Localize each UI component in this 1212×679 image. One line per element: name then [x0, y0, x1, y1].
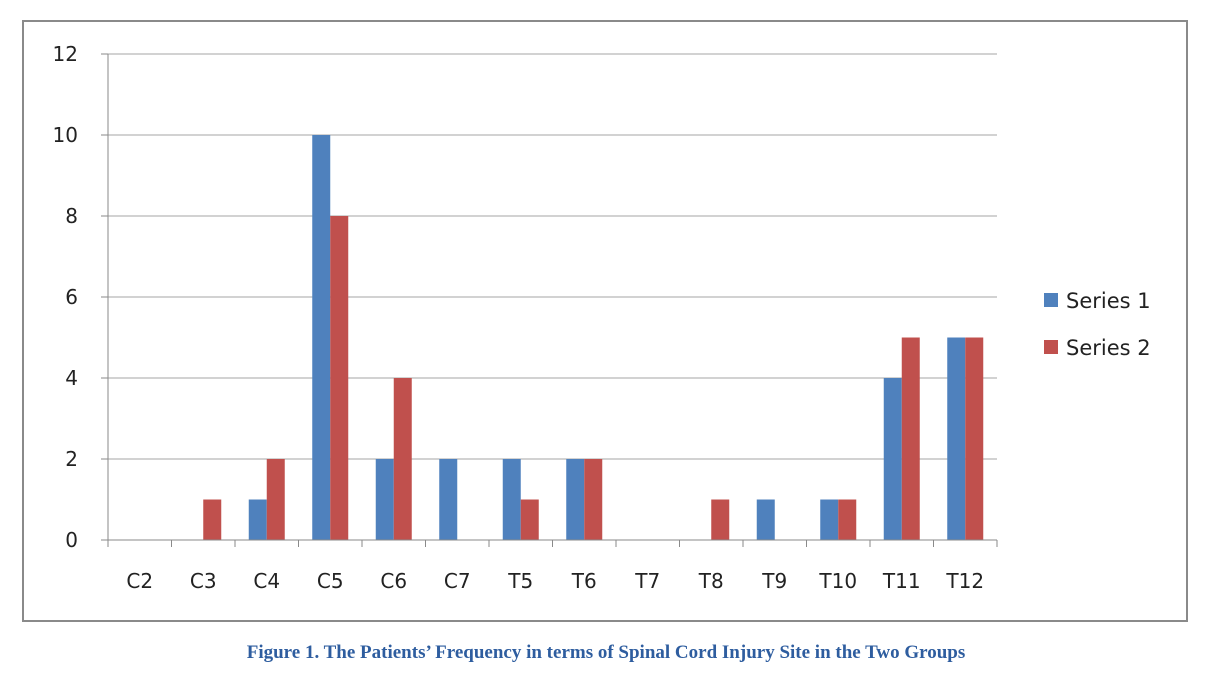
x-tick-label-t5: T5: [507, 569, 533, 593]
x-tick-label-t7: T7: [634, 569, 660, 593]
x-tick-label-t8: T8: [698, 569, 724, 593]
x-tick-label-t11: T11: [882, 569, 921, 593]
bar-series-1-c6: [375, 459, 394, 540]
x-tick-label-c2: C2: [126, 569, 153, 593]
y-tick-label: 4: [65, 366, 78, 390]
bar-series-2-c5: [330, 216, 349, 540]
bar-series-2-t5: [520, 499, 539, 540]
gridlines: [108, 53, 997, 460]
bar-series-2-t6: [584, 459, 603, 540]
x-tick-label-c7: C7: [444, 569, 471, 593]
bar-series-2-c6: [393, 378, 412, 540]
legend-swatch-2: [1044, 340, 1058, 354]
bar-series-1-t12: [947, 337, 966, 540]
x-tick-label-c3: C3: [190, 569, 217, 593]
bar-series-1-t5: [502, 459, 521, 540]
bar-chart: 0 2 4 6 8 10 12 C2 C3 C4 C5 C6 C7 T5 T6 T7 T8 T9 T10 T11 T12…: [53, 42, 1151, 593]
x-tick-label-c5: C5: [317, 569, 344, 593]
x-tick-label-t9: T9: [761, 569, 787, 593]
y-tick-label: 6: [65, 285, 78, 309]
bar-series-1-c7: [439, 459, 458, 540]
bar-series-1-c4: [248, 499, 267, 540]
bar-series-2-t12: [965, 337, 984, 540]
bar-series-2-c3: [203, 499, 222, 540]
bar-series-2-t11: [901, 337, 920, 540]
figure-caption: Figure 1. The Patients’ Frequency in ter…: [246, 642, 966, 663]
x-tick-label-c4: C4: [253, 569, 280, 593]
bar-series-1-t6: [566, 459, 585, 540]
bars: [203, 135, 984, 540]
x-tick-label-t10: T10: [818, 569, 857, 593]
legend: Series 1 Series 2: [1044, 289, 1151, 360]
legend-label-2: Series 2: [1066, 336, 1151, 360]
y-tick-label: 2: [65, 447, 78, 471]
y-tick-label: 10: [53, 123, 78, 147]
bar-series-2-t10: [838, 499, 857, 540]
bar-series-1-t10: [820, 499, 839, 540]
legend-swatch-1: [1044, 293, 1058, 307]
y-tick-label: 0: [65, 528, 78, 552]
bar-series-1-c5: [312, 135, 331, 540]
legend-label-1: Series 1: [1066, 289, 1151, 313]
x-tick-label-t6: T6: [571, 569, 597, 593]
x-tick-label-t12: T12: [945, 569, 984, 593]
axes: 0 2 4 6 8 10 12 C2 C3 C4 C5 C6 C7 T5 T6 T7 T8 T9 T10 T11 T12: [53, 42, 998, 593]
y-tick-label: 8: [65, 204, 78, 228]
x-tick-label-c6: C6: [380, 569, 407, 593]
bar-series-1-t9: [756, 499, 775, 540]
bar-series-2-c4: [266, 459, 285, 540]
bar-series-2-t8: [711, 499, 730, 540]
y-tick-label: 12: [53, 42, 78, 66]
bar-series-1-t11: [883, 378, 902, 540]
